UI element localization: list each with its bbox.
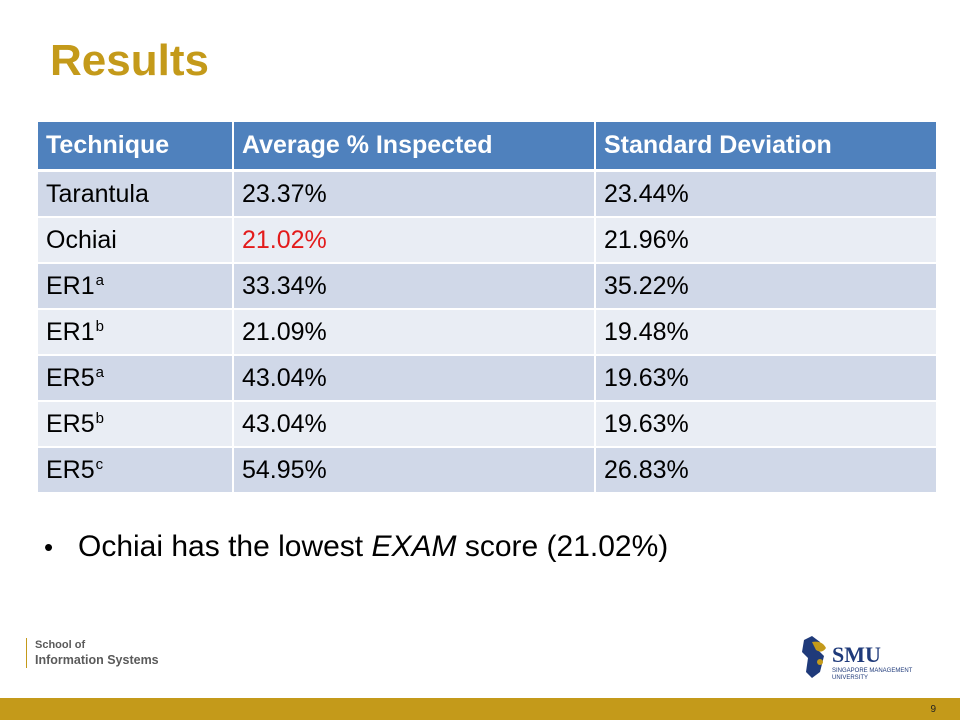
page-number: 9: [930, 704, 936, 715]
exam-emphasis: EXAM: [371, 530, 457, 563]
cell-stddev: 23.44%: [596, 172, 936, 218]
table-row: ER5a 43.04% 19.63%: [38, 356, 936, 402]
cell-average: 21.09%: [234, 310, 596, 356]
cell-stddev: 35.22%: [596, 264, 936, 310]
bullet-point: • Ochiai has the lowest EXAM score (21.0…: [44, 530, 668, 564]
header-technique: Technique: [38, 122, 234, 172]
table-row: Ochiai 21.02% 21.96%: [38, 218, 936, 264]
smu-logo: SMU SINGAPORE MANAGEMENT UNIVERSITY: [798, 628, 930, 686]
school-label: School of Information Systems: [26, 638, 159, 668]
table-row: Tarantula 23.37% 23.44%: [38, 172, 936, 218]
logo-subtext-2: UNIVERSITY: [832, 675, 868, 681]
cell-stddev: 19.48%: [596, 310, 936, 356]
footer-bar: [0, 698, 960, 720]
cell-stddev: 21.96%: [596, 218, 936, 264]
cell-average: 54.95%: [234, 448, 596, 494]
bullet-text: Ochiai has the lowest EXAM score (21.02%…: [78, 530, 669, 563]
school-line-1: School of: [35, 639, 86, 651]
logo-text: SMU: [832, 642, 881, 667]
table-row: ER1a 33.34% 35.22%: [38, 264, 936, 310]
cell-average: 43.04%: [234, 402, 596, 448]
cell-technique: ER5a: [38, 356, 234, 402]
cell-average: 33.34%: [234, 264, 596, 310]
table-row: ER1b 21.09% 19.48%: [38, 310, 936, 356]
header-average-inspected: Average % Inspected: [234, 122, 596, 172]
table-header-row: Technique Average % Inspected Standard D…: [38, 122, 936, 172]
school-line-2: Information Systems: [35, 653, 159, 667]
cell-stddev: 19.63%: [596, 402, 936, 448]
cell-average: 23.37%: [234, 172, 596, 218]
cell-average: 43.04%: [234, 356, 596, 402]
cell-technique: Ochiai: [38, 218, 234, 264]
cell-technique: ER5b: [38, 402, 234, 448]
cell-technique: ER1a: [38, 264, 234, 310]
cell-stddev: 19.63%: [596, 356, 936, 402]
cell-technique: ER5c: [38, 448, 234, 494]
cell-average-highlighted: 21.02%: [234, 218, 596, 264]
header-standard-deviation: Standard Deviation: [596, 122, 936, 172]
table-row: ER5b 43.04% 19.63%: [38, 402, 936, 448]
table-row: ER5c 54.95% 26.83%: [38, 448, 936, 494]
cell-technique: Tarantula: [38, 172, 234, 218]
bullet-symbol: •: [44, 532, 54, 562]
cell-stddev: 26.83%: [596, 448, 936, 494]
results-table: Technique Average % Inspected Standard D…: [38, 122, 936, 494]
logo-subtext-1: SINGAPORE MANAGEMENT: [832, 668, 913, 674]
cell-technique: ER1b: [38, 310, 234, 356]
slide-title: Results: [50, 36, 209, 85]
